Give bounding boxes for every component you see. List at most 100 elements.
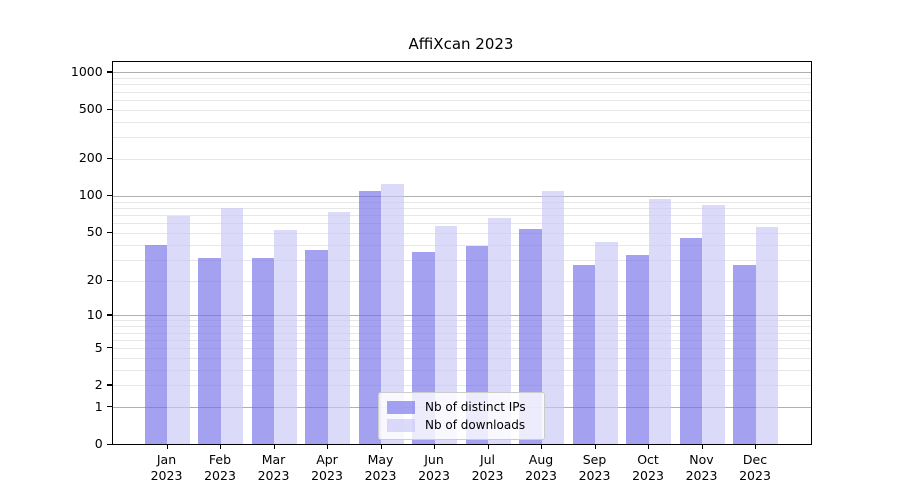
gridline-minor <box>112 223 811 225</box>
gridline-minor <box>112 332 811 334</box>
bar-downloads-jun <box>434 225 458 445</box>
x-tick <box>273 444 275 449</box>
gridline-minor <box>112 369 811 371</box>
bar-downloads-aug <box>541 190 565 445</box>
x-tick-label-mar: Mar 2023 <box>257 451 290 484</box>
gridline-major <box>112 195 811 197</box>
y-tick-label: 10 <box>86 306 103 322</box>
y-tick-label: 1000 <box>70 63 103 79</box>
y-tick <box>106 231 112 233</box>
gridline-minor <box>112 78 811 80</box>
legend-swatch-distinct-ips-icon <box>387 400 415 414</box>
gridline-minor <box>112 121 811 123</box>
gridline-minor <box>112 339 811 341</box>
y-tick <box>106 347 112 349</box>
gridline-minor <box>112 109 811 111</box>
bar-downloads-sep <box>595 241 618 445</box>
y-tick-label: 100 <box>78 187 103 203</box>
y-tick-label: 200 <box>78 150 103 166</box>
gridline-major <box>112 72 811 74</box>
y-tick <box>106 314 112 316</box>
gridline-minor <box>112 201 811 203</box>
legend-item-downloads: Nb of downloads <box>387 416 536 434</box>
gridline-minor <box>112 158 811 160</box>
y-tick <box>106 406 112 408</box>
x-tick <box>434 444 436 449</box>
x-tick-label-dec: Dec 2023 <box>739 451 771 484</box>
y-tick-label: 1 <box>94 398 103 414</box>
x-tick-label-jun: Jun 2023 <box>418 451 450 484</box>
y-tick <box>106 443 112 445</box>
x-tick <box>166 444 168 449</box>
x-tick <box>487 444 489 449</box>
x-tick <box>648 444 650 449</box>
bar-downloads-oct <box>648 198 672 445</box>
x-tick-label-aug: Aug 2023 <box>525 451 557 484</box>
y-tick-label: 5 <box>94 339 103 355</box>
gridline-minor <box>112 244 811 246</box>
x-tick-label-apr: Apr 2023 <box>311 451 343 484</box>
gridline-minor <box>112 214 811 216</box>
bar-distinct-ips-oct <box>626 254 649 445</box>
bar-downloads-apr <box>327 211 351 445</box>
x-tick-label-nov: Nov 2023 <box>685 451 718 484</box>
bar-distinct-ips-apr <box>305 250 328 445</box>
gridline-minor <box>112 280 811 282</box>
gridline-major <box>112 315 811 317</box>
x-tick <box>327 444 329 449</box>
gridline-minor <box>112 91 811 93</box>
legend-item-distinct-ips: Nb of distinct IPs <box>387 398 536 416</box>
gridline-minor <box>112 320 811 322</box>
y-tick <box>106 194 112 197</box>
y-tick <box>106 384 112 386</box>
bar-distinct-ips-sep <box>572 265 596 445</box>
y-tick <box>106 71 112 73</box>
bar-downloads-mar <box>274 229 297 445</box>
x-tick-label-feb: Feb 2023 <box>204 451 236 484</box>
y-tick-label: 50 <box>86 224 103 240</box>
bar-downloads-dec <box>755 226 779 445</box>
legend-label-downloads: Nb of downloads <box>425 418 526 432</box>
gridline-minor <box>112 326 811 328</box>
x-tick <box>755 444 757 449</box>
bar-distinct-ips-mar <box>251 257 275 445</box>
x-tick <box>220 444 222 449</box>
bar-distinct-ips-feb <box>198 257 221 445</box>
x-tick <box>594 444 596 449</box>
bar-distinct-ips-aug <box>519 228 542 445</box>
bar-distinct-ips-nov <box>679 238 703 445</box>
y-tick-label: 2 <box>94 376 103 392</box>
x-tick <box>701 444 703 449</box>
x-tick <box>380 444 382 449</box>
bar-downloads-jan <box>167 216 190 445</box>
legend: Nb of distinct IPs Nb of downloads <box>378 392 545 440</box>
chart-title: AffiXcan 2023 <box>408 35 514 53</box>
y-tick-label: 500 <box>78 101 103 117</box>
bar-downloads-feb <box>220 207 244 445</box>
gridline-minor <box>112 137 811 139</box>
gridline-minor <box>112 259 811 261</box>
x-tick-label-may: May 2023 <box>364 451 397 484</box>
gridline-minor <box>112 207 811 209</box>
gridline-minor <box>112 347 811 349</box>
bar-downloads-nov <box>702 204 725 445</box>
bar-distinct-ips-dec <box>733 265 756 445</box>
y-tick <box>106 279 112 281</box>
legend-swatch-downloads-icon <box>387 418 415 432</box>
bar-downloads-may <box>381 183 404 445</box>
bar-distinct-ips-may <box>358 190 382 445</box>
legend-label-distinct-ips: Nb of distinct IPs <box>425 400 526 414</box>
gridline-minor <box>112 357 811 359</box>
x-tick-label-sep: Sep 2023 <box>578 451 611 484</box>
x-tick-label-oct: Oct 2023 <box>632 451 664 484</box>
x-tick <box>541 444 543 449</box>
gridline-minor <box>112 232 811 234</box>
plot-area <box>111 60 812 446</box>
gridline-minor <box>112 99 811 101</box>
y-tick-label: 0 <box>94 436 103 451</box>
y-tick <box>106 157 112 160</box>
y-tick <box>106 108 112 110</box>
y-tick-label: 20 <box>86 272 103 288</box>
x-tick-label-jul: Jul 2023 <box>471 451 504 484</box>
